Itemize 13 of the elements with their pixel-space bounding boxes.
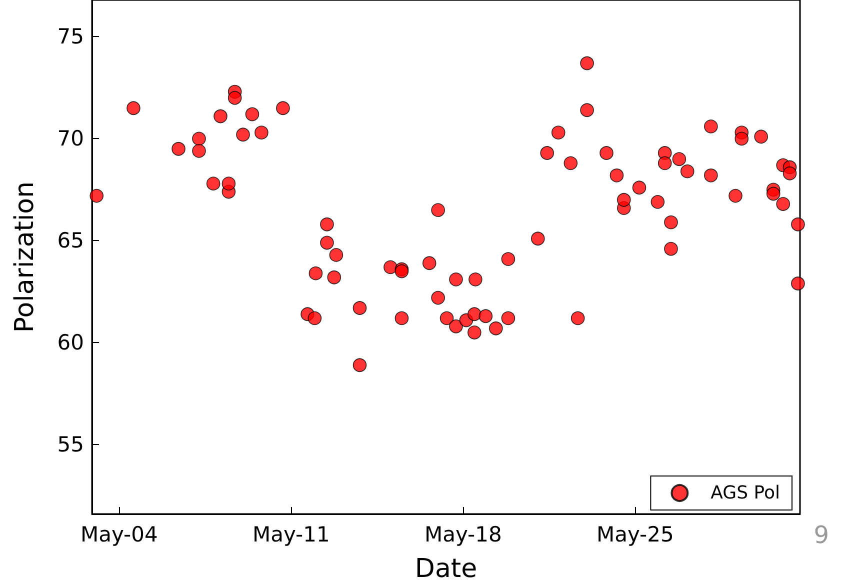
x-axis-title: Date [414, 554, 478, 584]
y-tick-label: 65 [57, 228, 84, 253]
y-axis-title: Polarization [10, 181, 40, 333]
x-tick-label: May-04 [80, 522, 158, 546]
text: 9 [814, 521, 830, 549]
y-tick-label: 60 [57, 330, 84, 355]
y-tick-label: 70 [57, 126, 84, 151]
x-tick-label: May-18 [424, 522, 502, 546]
x-tick-label: May-25 [596, 522, 674, 546]
y-tick-label: 55 [57, 432, 84, 457]
x-tick-label: May-11 [252, 522, 330, 546]
y-tick-label: 75 [57, 24, 84, 49]
legend-label: AGS Pol [710, 482, 780, 504]
